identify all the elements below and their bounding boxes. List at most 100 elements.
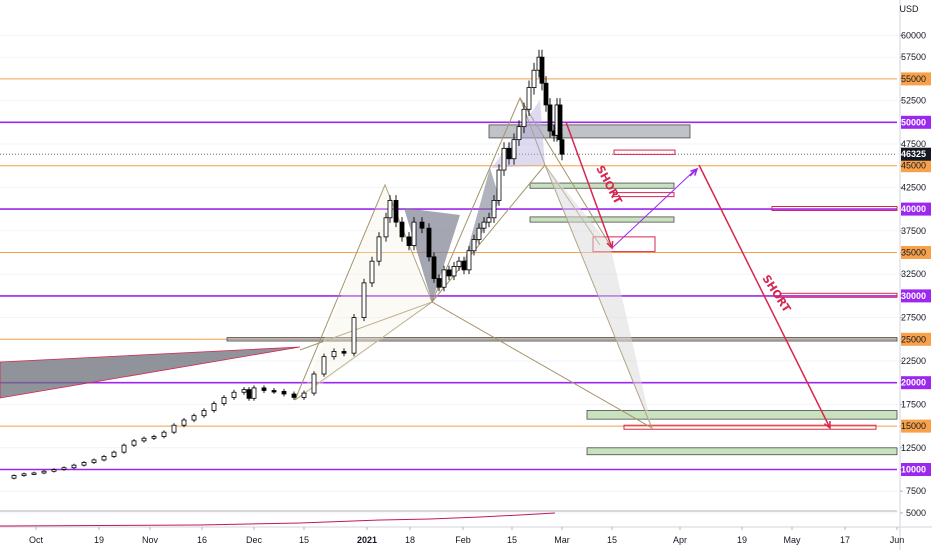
level-badge-10000 [901,463,931,476]
y-tick-label: 32500 [901,269,926,279]
short-arrow-2-head [824,420,831,430]
candle-body [451,265,457,277]
y-tick-label: 60000 [901,31,926,41]
candlestick-series [11,49,565,480]
x-tick-label: 17 [840,535,850,545]
candle-body [491,200,497,219]
candle-body [31,472,37,475]
candle-body [496,169,502,201]
x-tick-label: Nov [142,535,159,545]
y-tick-label: 52500 [901,96,926,106]
candle-body [456,260,462,267]
candle-body [291,393,297,398]
pattern-line [519,97,611,246]
level-badge-30000 [901,289,931,303]
candle-body [539,56,545,84]
candle-body [181,419,187,426]
candle-body [261,387,267,391]
pattern-triangle [404,208,460,302]
time-axis: Oct 19 Nov 16 Dec 15 2021 18 Feb 15 Mar 15 Apr 19 May 1… [0,526,932,545]
level-badge-text-25000: 25000 [901,334,926,344]
candle-body [441,269,447,288]
x-tick-label: 16 [197,535,207,545]
level-badge-text-50000: 50000 [901,117,926,127]
projection-arrow-tip-head [690,167,699,176]
candle-body [311,373,317,394]
candle-body [241,389,247,393]
candle-body [111,451,117,457]
y-tick-label: 27500 [901,313,926,323]
price-axis: 60000 57500 52500 47500 42500 37500 32500 27500… [899,0,931,550]
pattern-line [431,164,546,303]
candle-body [476,227,482,240]
candle-body [351,317,357,354]
candle-body [393,200,399,223]
candle-body [511,139,517,160]
projection-arrows [565,121,831,430]
candle-body [191,415,197,421]
candle-body [406,236,412,246]
x-tick-label: 15 [507,535,517,545]
candle-body [231,391,237,398]
candle-body [387,200,393,219]
y-tick-label: 12500 [901,443,926,453]
candle-body [466,250,472,271]
volume-indicator-pane [0,510,897,527]
level-badge-25000 [901,332,931,346]
y-tick-label: 5000 [906,508,926,518]
target-box [771,205,898,211]
level-badge-text-40000: 40000 [901,204,926,214]
candle-body [446,269,452,277]
candle-body [426,227,432,258]
level-badge-55000 [901,72,931,86]
candle-body [81,462,87,466]
x-tick-label: 18 [405,535,415,545]
x-tick-label: 15 [607,535,617,545]
short-arrow-2 [698,164,831,429]
indicator-line [0,512,556,527]
candle-body [91,459,97,463]
pattern-line [299,301,433,351]
candle-body [151,436,157,439]
x-tick-label: May [783,535,801,545]
x-tick-label: Jun [890,535,905,545]
level-badge-text-15000: 15000 [901,421,926,431]
x-tick-label: 19 [737,535,747,545]
candle-body [399,221,405,238]
candle-body [543,82,549,106]
candle-body [369,260,375,284]
candle-body [71,464,77,469]
candle-body [281,390,287,395]
y-tick-label: 7500 [906,486,926,496]
zone-green [586,447,898,456]
candle-body [21,473,27,476]
zone-gray [226,337,898,342]
short-arrow-1 [565,121,613,249]
x-tick-label: Mar [554,535,570,545]
candle-body [341,351,347,354]
candle-body [321,356,327,375]
current-price-text: 46325 [901,149,926,159]
candle-body [361,282,367,319]
candle-body [383,217,389,238]
candle-body [211,403,217,411]
y-tick-label: 57500 [901,52,926,62]
candle-body [559,139,565,155]
target-box [613,149,676,155]
candle-body [221,397,227,404]
candle-body [251,387,257,399]
x-tick-label: Dec [246,535,263,545]
level-badge-45000 [901,159,931,173]
candle-body [171,424,177,433]
level-badge-35000 [901,246,931,259]
zone-green [529,182,675,189]
candle-body [61,467,67,470]
candle-body [411,221,417,246]
x-tick-label: 15 [299,535,309,545]
candle-body [201,410,207,417]
level-badge-text-35000: 35000 [901,248,926,258]
candle-body [516,126,522,141]
candle-body [461,260,467,271]
y-tick-label: 42500 [901,182,926,192]
level-badge-40000 [901,202,931,216]
